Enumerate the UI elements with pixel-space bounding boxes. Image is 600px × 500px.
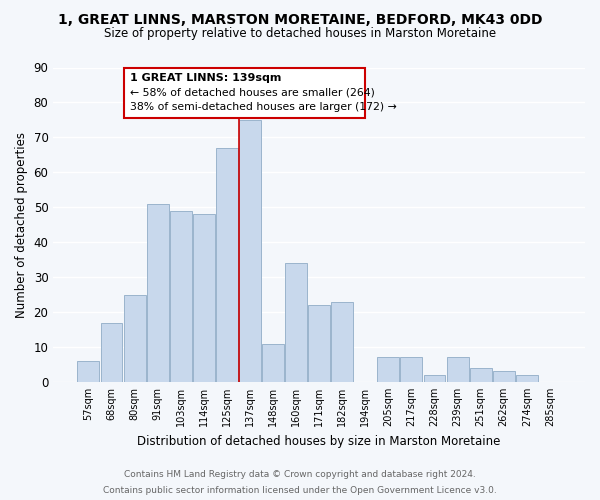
Y-axis label: Number of detached properties: Number of detached properties (15, 132, 28, 318)
Bar (101, 322, 122, 382)
Bar (146, 204, 169, 382)
Bar (470, 368, 491, 382)
X-axis label: Distribution of detached houses by size in Marston Moretaine: Distribution of detached houses by size … (137, 434, 501, 448)
Bar (170, 210, 191, 382)
Bar (400, 358, 422, 382)
Bar (331, 302, 353, 382)
Bar (377, 358, 400, 382)
Bar (193, 214, 215, 382)
Bar (308, 305, 330, 382)
Bar (216, 148, 238, 382)
Bar (446, 358, 469, 382)
Text: 1, GREAT LINNS, MARSTON MORETAINE, BEDFORD, MK43 0DD: 1, GREAT LINNS, MARSTON MORETAINE, BEDFO… (58, 12, 542, 26)
Text: 1 GREAT LINNS: 139sqm: 1 GREAT LINNS: 139sqm (130, 72, 281, 83)
FancyBboxPatch shape (124, 68, 365, 118)
Bar (493, 372, 515, 382)
Text: ← 58% of detached houses are smaller (264): ← 58% of detached houses are smaller (26… (130, 87, 375, 97)
Bar (262, 344, 284, 382)
Text: Contains HM Land Registry data © Crown copyright and database right 2024.: Contains HM Land Registry data © Crown c… (124, 470, 476, 479)
Bar (77, 361, 100, 382)
Bar (516, 375, 538, 382)
Bar (239, 120, 261, 382)
Text: Contains public sector information licensed under the Open Government Licence v3: Contains public sector information licen… (103, 486, 497, 495)
Text: 38% of semi-detached houses are larger (172) →: 38% of semi-detached houses are larger (… (130, 102, 397, 112)
Bar (424, 375, 445, 382)
Text: Size of property relative to detached houses in Marston Moretaine: Size of property relative to detached ho… (104, 28, 496, 40)
Bar (124, 294, 146, 382)
Bar (285, 263, 307, 382)
